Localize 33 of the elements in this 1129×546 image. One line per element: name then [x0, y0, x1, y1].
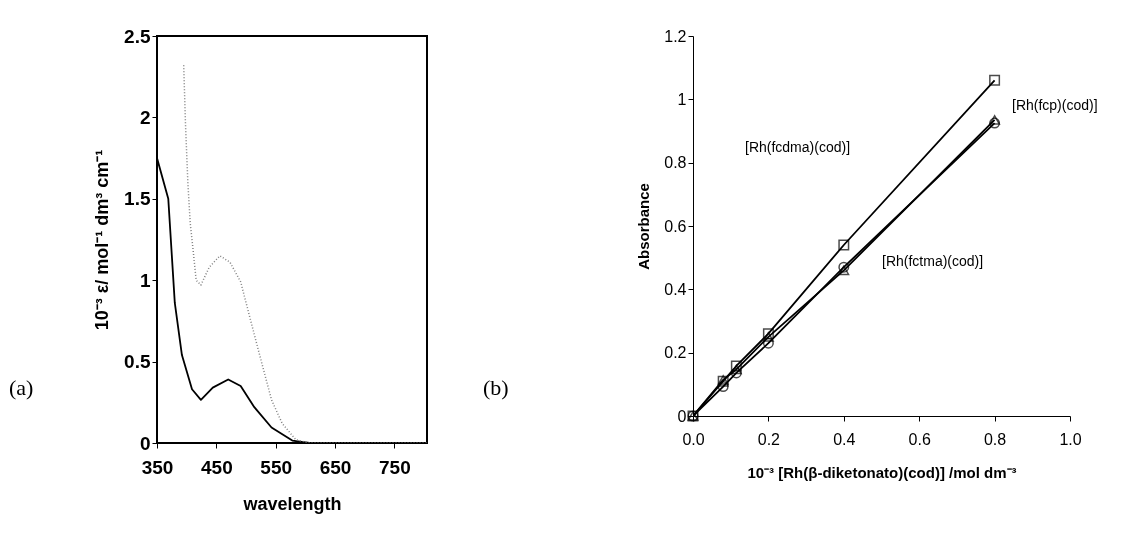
- y-tick-label: 0.4: [664, 280, 687, 298]
- y-tick-label: 1.2: [664, 27, 687, 45]
- y-tick-label: 0.2: [664, 344, 687, 362]
- x-tick-label: 0.0: [682, 430, 705, 448]
- y-axis-title: 10⁻³ ε/ mol⁻¹ dm³ cm⁻¹: [92, 149, 113, 331]
- x-tick-label: 0.8: [983, 430, 1007, 448]
- x-tick-label: 550: [260, 456, 293, 478]
- x-tick-label: 450: [200, 456, 233, 478]
- y-axis-title: Absorbance: [635, 183, 653, 270]
- y-tick-label: 2.5: [124, 25, 151, 47]
- y-tick-label: 1.5: [124, 188, 151, 210]
- y-tick-label: 0.5: [124, 351, 151, 373]
- x-tick-label: 1.0: [1059, 430, 1082, 448]
- x-tick-label: 650: [319, 456, 352, 478]
- x-tick-label: 350: [141, 456, 174, 478]
- x-tick-label: 0.2: [757, 430, 781, 448]
- x-tick-label: 0.6: [908, 430, 931, 448]
- y-tick-label: 0.6: [664, 217, 687, 235]
- x-axis-title: 10⁻³ [Rh(β-diketonato)(cod)] /mol dm⁻³: [747, 463, 1017, 481]
- x-tick-label: 0.4: [833, 430, 856, 448]
- y-tick-label: 0: [139, 432, 151, 454]
- y-tick-label: 0.8: [664, 154, 687, 172]
- y-tick-label: 1: [677, 90, 687, 108]
- x-tick-label: 750: [379, 456, 411, 478]
- text: (b): [483, 375, 509, 400]
- y-tick-label: 2: [139, 106, 151, 128]
- text: (a): [9, 375, 34, 400]
- x-axis-title: wavelength: [242, 493, 342, 514]
- y-tick-label: 0: [677, 407, 687, 425]
- annotation: [Rh(fcdma)(cod)]: [745, 139, 851, 155]
- y-tick-label: 1: [139, 269, 151, 291]
- annotation: [Rh(fcp)(cod)]: [1012, 97, 1098, 113]
- annotation: [Rh(fctma)(cod)]: [882, 253, 984, 269]
